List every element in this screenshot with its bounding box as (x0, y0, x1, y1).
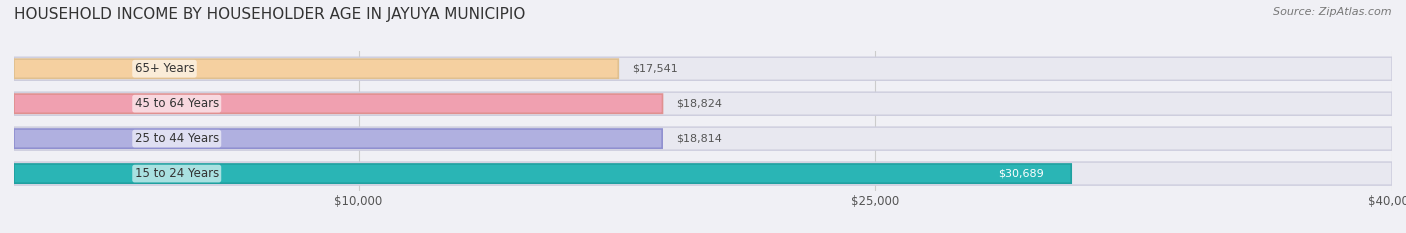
Text: $30,689: $30,689 (998, 169, 1043, 178)
FancyBboxPatch shape (14, 164, 1071, 183)
Text: 65+ Years: 65+ Years (135, 62, 194, 75)
FancyBboxPatch shape (14, 59, 619, 78)
Text: 45 to 64 Years: 45 to 64 Years (135, 97, 219, 110)
FancyBboxPatch shape (14, 127, 1392, 150)
Text: 25 to 44 Years: 25 to 44 Years (135, 132, 219, 145)
Text: Source: ZipAtlas.com: Source: ZipAtlas.com (1274, 7, 1392, 17)
Text: 15 to 24 Years: 15 to 24 Years (135, 167, 219, 180)
FancyBboxPatch shape (14, 129, 662, 148)
FancyBboxPatch shape (14, 92, 1392, 115)
Text: $17,541: $17,541 (633, 64, 678, 74)
FancyBboxPatch shape (14, 94, 662, 113)
Text: HOUSEHOLD INCOME BY HOUSEHOLDER AGE IN JAYUYA MUNICIPIO: HOUSEHOLD INCOME BY HOUSEHOLDER AGE IN J… (14, 7, 526, 22)
Text: $18,824: $18,824 (676, 99, 723, 109)
FancyBboxPatch shape (14, 57, 1392, 80)
FancyBboxPatch shape (14, 162, 1392, 185)
Text: $18,814: $18,814 (676, 134, 721, 144)
